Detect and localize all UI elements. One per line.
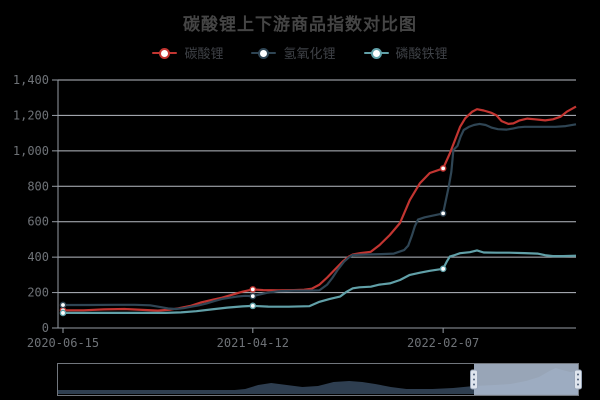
legend-item-lithium-iron-phosphate[interactable]: 磷酸铁锂: [363, 43, 448, 62]
y-axis-label: 0: [42, 321, 49, 335]
legend-label: 碳酸锂: [184, 46, 224, 61]
y-axis-label: 800: [27, 179, 49, 193]
legend-label: 磷酸铁锂: [395, 46, 448, 61]
handle-grip-dot: [473, 383, 475, 386]
series-marker-2: [59, 309, 67, 317]
line-circle-icon: [251, 47, 277, 59]
y-axis-label: 1,400: [13, 73, 49, 87]
legend-item-lithium-hydroxide[interactable]: 氢氧化锂: [251, 43, 336, 62]
handle-grip-dot: [473, 378, 475, 381]
series-marker-1: [249, 292, 257, 300]
x-axis-label: 2022-02-07: [407, 336, 479, 350]
series-line-0: [63, 105, 577, 312]
legend-item-lithium-carbonate[interactable]: 碳酸锂: [152, 43, 223, 62]
handle-grip-dot: [577, 373, 579, 376]
series-marker-0: [249, 286, 257, 293]
handle-grip-dot: [577, 378, 579, 381]
series-line-2: [63, 249, 577, 314]
series-marker-0: [439, 165, 447, 172]
y-axis-label: 200: [27, 286, 49, 300]
series-line-1: [63, 122, 577, 311]
line-circle-icon: [152, 47, 178, 59]
handle-grip-dot: [473, 373, 475, 376]
y-axis-label: 1,000: [13, 144, 49, 158]
series-marker-2: [439, 265, 447, 273]
line-circle-icon: [363, 47, 389, 59]
chart-title: 碳酸锂上下游商品指数对比图: [183, 15, 417, 34]
y-axis-label: 600: [27, 215, 49, 229]
y-axis-label: 1,200: [13, 108, 49, 122]
x-axis-label: 2021-04-12: [217, 336, 289, 350]
x-axis-label: 2020-06-15: [27, 336, 99, 350]
legend: 碳酸锂 氢氧化锂 磷酸铁锂: [0, 43, 600, 62]
series-marker-1: [59, 301, 67, 309]
series-marker-2: [249, 302, 257, 310]
datazoom-selected-window[interactable]: [474, 364, 578, 395]
legend-label: 氢氧化锂: [283, 46, 336, 61]
handle-grip-dot: [577, 383, 579, 386]
y-axis-label: 400: [27, 250, 49, 264]
series-marker-1: [439, 210, 447, 217]
